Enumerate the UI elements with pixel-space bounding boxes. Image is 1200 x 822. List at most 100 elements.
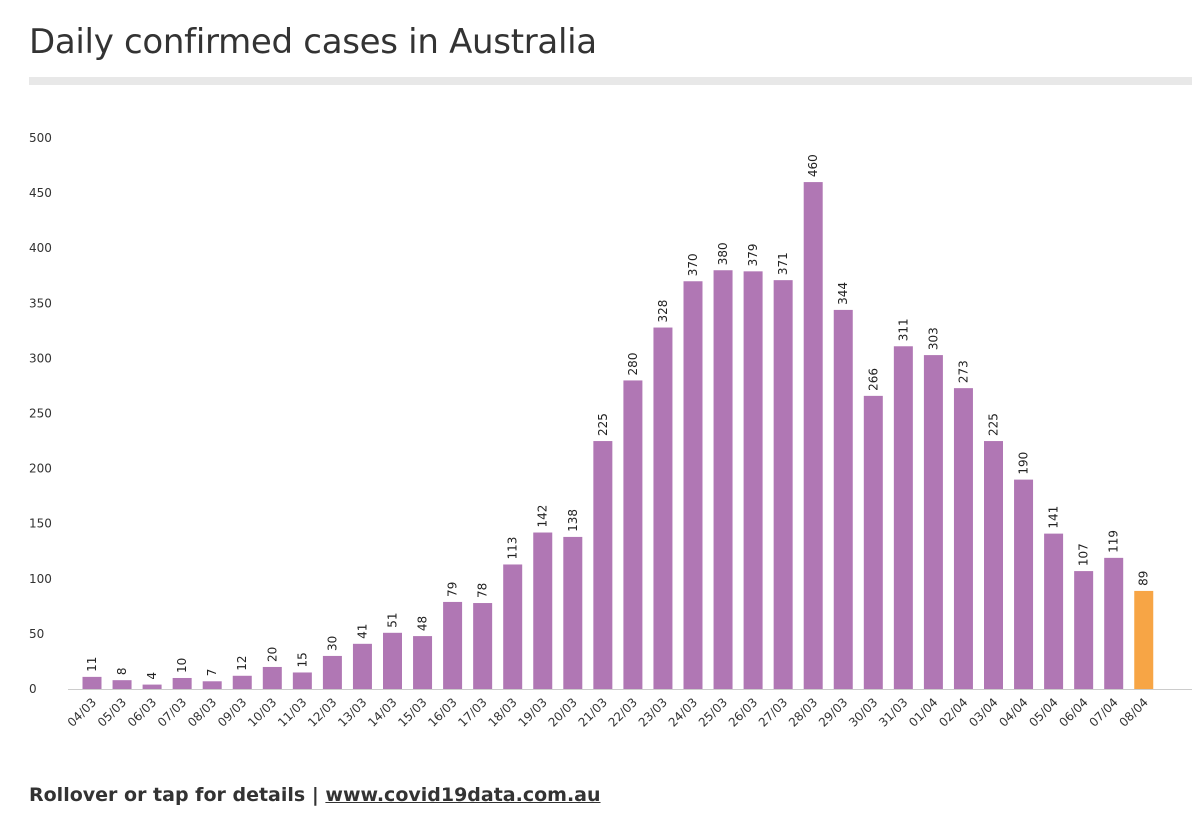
x-tick-label: 01/04 xyxy=(906,695,940,729)
data-label: 370 xyxy=(686,253,700,276)
data-label: 15 xyxy=(295,652,309,667)
bar[interactable] xyxy=(292,672,312,689)
bar[interactable] xyxy=(383,632,402,689)
x-tick-label: 03/04 xyxy=(966,695,1000,729)
x-tick-label: 28/03 xyxy=(786,695,820,729)
page-title: Daily confirmed cases in Australia xyxy=(29,22,597,62)
bar[interactable] xyxy=(653,327,673,689)
data-label: 311 xyxy=(896,318,910,341)
x-tick-label: 14/03 xyxy=(365,695,399,729)
x-tick-label: 05/04 xyxy=(1026,695,1060,729)
bar[interactable] xyxy=(473,603,493,689)
bar[interactable] xyxy=(82,676,102,689)
footer-text: Rollover or tap for details | xyxy=(29,784,319,806)
data-label: 48 xyxy=(416,616,430,631)
y-tick-label: 500 xyxy=(29,131,52,145)
data-label: 280 xyxy=(626,353,640,376)
footer: Rollover or tap for details | www.covid1… xyxy=(29,784,601,806)
bar[interactable] xyxy=(833,309,853,689)
x-tick-label: 09/03 xyxy=(215,695,249,729)
x-tick-label: 20/03 xyxy=(546,695,580,729)
data-label: 225 xyxy=(987,413,1001,436)
bar[interactable] xyxy=(443,601,463,689)
x-tick-label: 10/03 xyxy=(245,695,279,729)
data-label: 41 xyxy=(355,624,369,639)
bar[interactable] xyxy=(743,271,763,689)
bar[interactable] xyxy=(623,380,643,689)
data-label: 190 xyxy=(1017,452,1031,475)
x-tick-label: 16/03 xyxy=(425,695,459,729)
bar[interactable] xyxy=(1044,533,1064,689)
data-label: 225 xyxy=(596,413,610,436)
x-tick-label: 25/03 xyxy=(696,695,730,729)
bar[interactable] xyxy=(202,681,222,689)
y-tick-label: 250 xyxy=(29,407,52,421)
bar[interactable] xyxy=(984,441,1003,689)
bar[interactable] xyxy=(142,684,162,689)
y-tick-label: 200 xyxy=(29,462,52,476)
bar[interactable] xyxy=(352,643,372,689)
bar[interactable] xyxy=(1134,590,1154,689)
x-tick-label: 21/03 xyxy=(576,695,610,729)
x-tick-label: 19/03 xyxy=(516,695,550,729)
x-tick-label: 26/03 xyxy=(726,695,760,729)
x-tick-label: 13/03 xyxy=(335,695,369,729)
bar[interactable] xyxy=(563,536,583,689)
x-tick-label: 02/04 xyxy=(936,695,970,729)
bar[interactable] xyxy=(112,680,132,689)
data-label: 266 xyxy=(866,368,880,391)
x-tick-label: 08/04 xyxy=(1117,695,1151,729)
bar[interactable] xyxy=(1104,557,1124,689)
data-label: 8 xyxy=(115,668,129,676)
x-tick-label: 07/03 xyxy=(155,695,189,729)
data-label: 460 xyxy=(806,154,820,177)
bar[interactable] xyxy=(503,564,523,689)
bar[interactable] xyxy=(593,441,613,689)
x-tick-label: 06/03 xyxy=(125,695,159,729)
bar[interactable] xyxy=(1014,479,1034,689)
bar[interactable] xyxy=(923,355,943,689)
bar[interactable] xyxy=(1074,571,1094,689)
bar[interactable] xyxy=(232,675,252,689)
data-label: 12 xyxy=(235,655,249,670)
x-tick-label: 05/03 xyxy=(95,695,129,729)
source-link[interactable]: www.covid19data.com.au xyxy=(325,784,601,806)
x-tick-label: 07/04 xyxy=(1086,695,1120,729)
x-tick-label: 04/04 xyxy=(996,695,1030,729)
x-tick-label: 18/03 xyxy=(485,695,519,729)
bar[interactable] xyxy=(172,677,192,689)
x-tick-label: 23/03 xyxy=(636,695,670,729)
data-label: 79 xyxy=(446,582,460,597)
data-label: 380 xyxy=(716,242,730,265)
data-label: 138 xyxy=(566,509,580,532)
bar[interactable] xyxy=(893,346,913,689)
x-tick-label: 27/03 xyxy=(756,695,790,729)
bar[interactable] xyxy=(953,388,973,689)
bar[interactable] xyxy=(413,636,433,689)
data-label: 113 xyxy=(506,537,520,560)
data-label: 141 xyxy=(1047,506,1061,529)
y-tick-label: 150 xyxy=(29,517,52,531)
bar[interactable] xyxy=(683,281,703,689)
bar[interactable] xyxy=(803,182,823,689)
data-label: 119 xyxy=(1107,530,1121,553)
bar[interactable] xyxy=(262,666,282,689)
data-label: 7 xyxy=(205,669,219,677)
x-tick-label: 12/03 xyxy=(305,695,339,729)
bar[interactable] xyxy=(322,655,342,689)
data-label: 142 xyxy=(536,505,550,528)
bar[interactable] xyxy=(713,270,733,689)
bar[interactable] xyxy=(863,395,883,689)
bar[interactable] xyxy=(533,532,553,689)
bar[interactable] xyxy=(773,280,793,689)
data-label: 10 xyxy=(175,658,189,673)
y-tick-label: 350 xyxy=(29,296,52,310)
title-divider xyxy=(29,77,1192,85)
data-label: 89 xyxy=(1137,571,1151,586)
x-tick-label: 22/03 xyxy=(606,695,640,729)
data-label: 78 xyxy=(476,583,490,598)
data-label: 11 xyxy=(85,657,99,672)
x-tick-label: 31/03 xyxy=(876,695,910,729)
x-tick-label: 04/03 xyxy=(65,695,99,729)
